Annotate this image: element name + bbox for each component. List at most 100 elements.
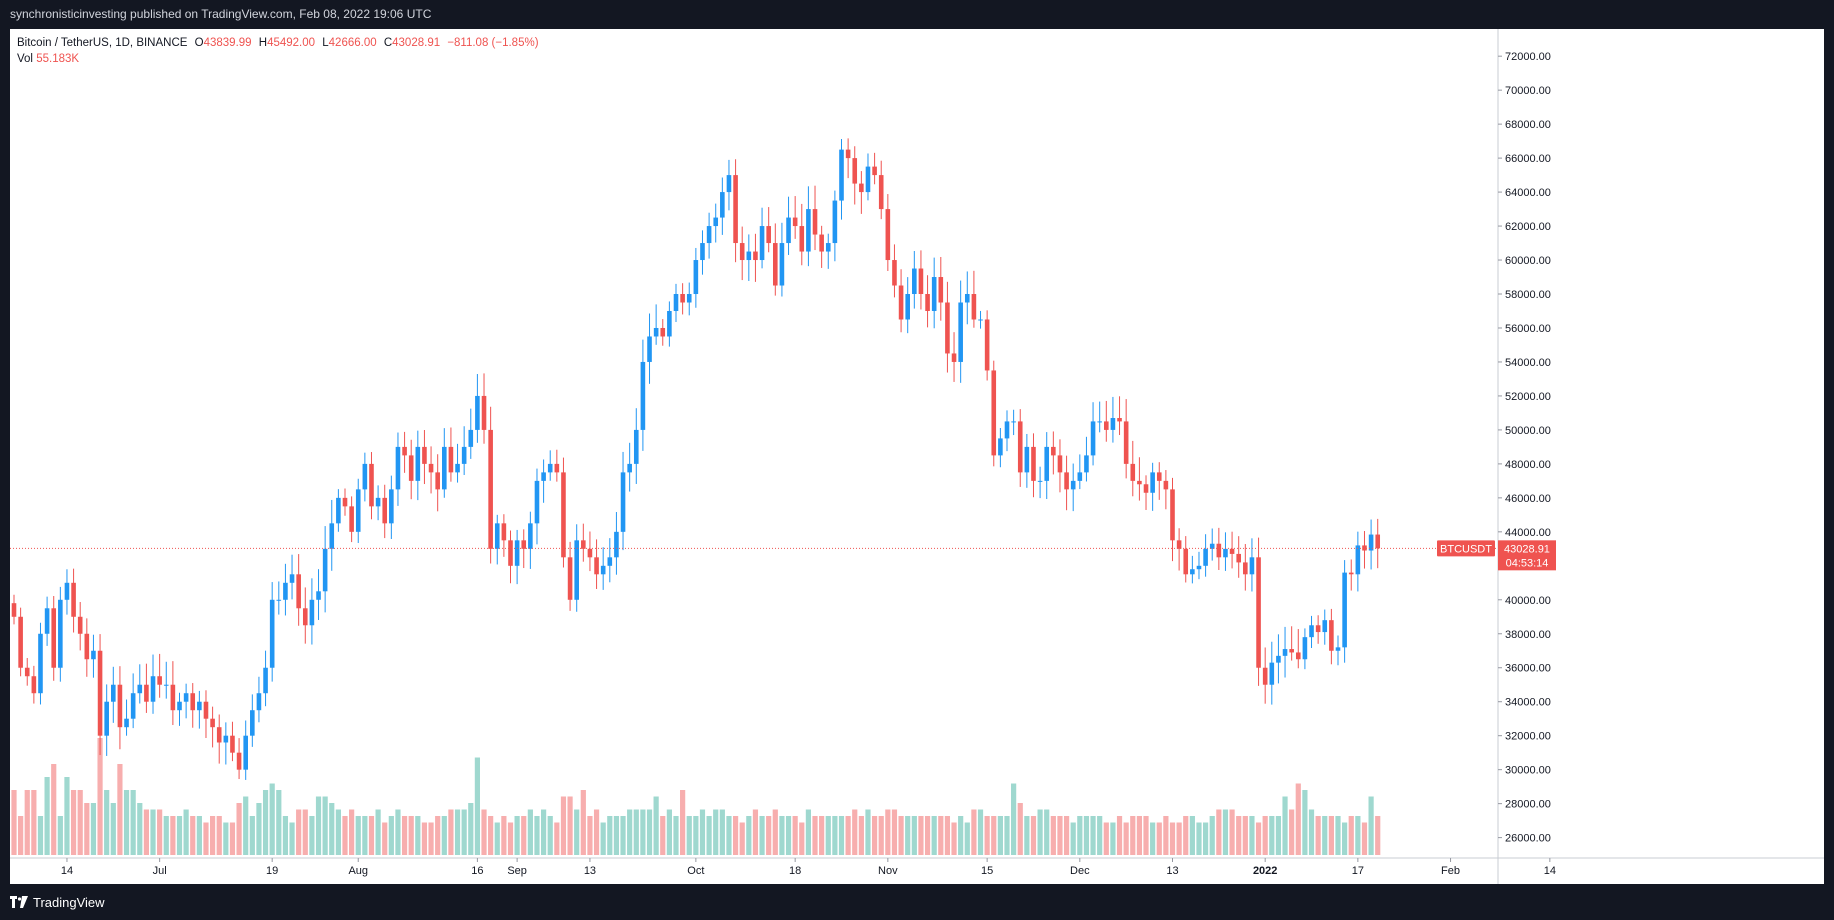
candle-body[interactable]	[422, 446, 427, 464]
candle-body[interactable]	[144, 684, 149, 702]
candle-body[interactable]	[600, 565, 606, 575]
candle-body[interactable]	[594, 557, 599, 575]
candle-body[interactable]	[1137, 480, 1142, 485]
candle-body[interactable]	[336, 497, 341, 524]
candle-body[interactable]	[746, 251, 752, 261]
candle-body[interactable]	[302, 608, 308, 626]
candle-body[interactable]	[1051, 446, 1056, 456]
candle-body[interactable]	[733, 175, 738, 244]
candle-body[interactable]	[799, 226, 805, 252]
candle-body[interactable]	[607, 557, 613, 566]
candle-body[interactable]	[633, 429, 639, 464]
candle-body[interactable]	[402, 446, 407, 456]
candle-body[interactable]	[686, 294, 692, 303]
candle-body[interactable]	[1243, 562, 1248, 575]
candle-body[interactable]	[819, 234, 824, 252]
candle-body[interactable]	[667, 310, 672, 337]
candle-body[interactable]	[931, 277, 937, 311]
candle-body[interactable]	[157, 676, 162, 685]
candle-body[interactable]	[832, 200, 838, 244]
candle-body[interactable]	[1117, 418, 1122, 422]
candle-body[interactable]	[230, 735, 235, 753]
candle-body[interactable]	[892, 260, 897, 286]
candle-body[interactable]	[541, 472, 546, 481]
candle-body[interactable]	[845, 149, 851, 159]
candle-body[interactable]	[1077, 472, 1083, 481]
candle-body[interactable]	[872, 166, 877, 176]
candle-body[interactable]	[190, 693, 196, 711]
candle-body[interactable]	[673, 294, 679, 311]
candle-body[interactable]	[362, 463, 368, 490]
candle-body[interactable]	[389, 489, 394, 524]
candle-body[interactable]	[1170, 489, 1175, 541]
candle-body[interactable]	[1150, 472, 1155, 493]
candle-body[interactable]	[1295, 652, 1301, 660]
candle-body[interactable]	[435, 472, 440, 490]
candle-body[interactable]	[1084, 455, 1089, 473]
candle-body[interactable]	[210, 718, 215, 728]
candle-body[interactable]	[773, 243, 778, 286]
candle-body[interactable]	[964, 294, 970, 303]
candle-body[interactable]	[1209, 543, 1215, 549]
candle-body[interactable]	[958, 302, 963, 362]
candle-body[interactable]	[1130, 463, 1136, 481]
candle-body[interactable]	[739, 243, 745, 261]
legend-symbol[interactable]: Bitcoin / TetherUS, 1D, BINANCE	[17, 37, 188, 49]
candle-body[interactable]	[183, 693, 189, 702]
candle-body[interactable]	[971, 294, 977, 320]
candle-body[interactable]	[1203, 548, 1208, 566]
candle-body[interactable]	[276, 599, 282, 601]
candle-body[interactable]	[104, 701, 109, 736]
candle-body[interactable]	[865, 166, 871, 193]
candle-body[interactable]	[991, 370, 997, 456]
candle-body[interactable]	[1196, 565, 1202, 570]
candle-body[interactable]	[508, 540, 513, 566]
candle-body[interactable]	[501, 523, 507, 541]
candle-body[interactable]	[1064, 472, 1069, 490]
candle-body[interactable]	[475, 395, 480, 430]
candle-body[interactable]	[382, 497, 388, 524]
candle-body[interactable]	[1183, 548, 1189, 575]
candle-body[interactable]	[1262, 667, 1268, 685]
candle-body[interactable]	[296, 574, 301, 609]
candle-body[interactable]	[647, 336, 652, 362]
candle-body[interactable]	[395, 446, 401, 490]
candle-body[interactable]	[1256, 557, 1261, 668]
chart-panel[interactable]: 26000.00 28000.00 30000.00 32000.00 34000.00…	[10, 29, 1824, 884]
candle-body[interactable]	[1216, 543, 1222, 558]
candle-body[interactable]	[197, 701, 202, 711]
candle-body[interactable]	[554, 463, 560, 473]
candle-body[interactable]	[1289, 649, 1294, 653]
candle-body[interactable]	[1176, 540, 1182, 549]
candle-body[interactable]	[1011, 421, 1016, 423]
candle-body[interactable]	[269, 599, 275, 668]
tradingview-logo[interactable]: TradingView	[10, 895, 105, 910]
candle-body[interactable]	[130, 693, 136, 719]
candle-body[interactable]	[706, 226, 712, 244]
candle-body[interactable]	[1229, 548, 1235, 554]
candle-body[interactable]	[1375, 534, 1381, 549]
candle-body[interactable]	[534, 480, 540, 524]
candle-body[interactable]	[1017, 421, 1023, 473]
candle-body[interactable]	[117, 684, 123, 728]
candle-body[interactable]	[124, 718, 129, 728]
candle-body[interactable]	[1143, 484, 1149, 493]
candle-body[interactable]	[1024, 446, 1030, 473]
candle-body[interactable]	[1190, 569, 1195, 575]
candle-body[interactable]	[726, 175, 732, 193]
candle-body[interactable]	[806, 209, 811, 252]
candle-body[interactable]	[1302, 637, 1308, 660]
candle-body[interactable]	[84, 633, 90, 660]
candle-body[interactable]	[461, 446, 467, 464]
candle-body[interactable]	[918, 268, 924, 295]
candle-body[interactable]	[1004, 421, 1010, 439]
candle-body[interactable]	[329, 523, 335, 549]
candle-body[interactable]	[1037, 480, 1043, 482]
candle-body[interactable]	[885, 209, 891, 261]
candle-body[interactable]	[514, 540, 520, 566]
candle-body[interactable]	[177, 701, 182, 711]
candle-body[interactable]	[91, 650, 96, 660]
candle-body[interactable]	[375, 497, 381, 507]
candle-body[interactable]	[898, 285, 904, 320]
candle-body[interactable]	[614, 531, 619, 558]
